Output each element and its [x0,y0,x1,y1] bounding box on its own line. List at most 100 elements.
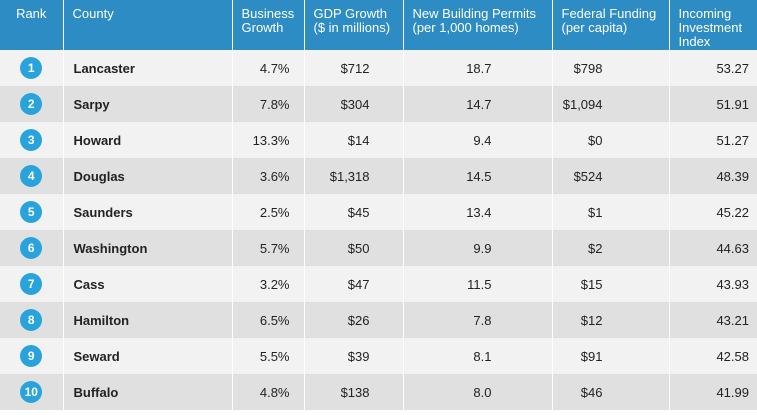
business-growth-cell: 5.5% [232,338,305,374]
federal-funding-cell: $0 [552,122,670,158]
federal-funding-cell: $2 [552,230,670,266]
business-growth-cell: 3.2% [232,266,305,302]
federal-funding-cell: $798 [552,50,670,86]
building-permits-cell: 9.9 [403,230,553,266]
investment-index-cell: 45.22 [669,194,757,230]
column-header-federal-funding: Federal Funding (per capita) [552,0,670,50]
building-permits-cell: 18.7 [403,50,553,86]
table-row: 6 Washington 5.7% $50 9.9 $2 44.63 [0,230,757,266]
federal-funding-cell: $46 [552,374,670,410]
federal-funding-cell: $524 [552,158,670,194]
table-row: 5 Saunders 2.5% $45 13.4 $1 45.22 [0,194,757,230]
rank-cell: 10 [0,374,64,410]
table-row: 3 Howard 13.3% $14 9.4 $0 51.27 [0,122,757,158]
column-header-business-growth: Business Growth [232,0,305,50]
rank-cell: 6 [0,230,64,266]
county-cell: Lancaster [63,50,233,86]
building-permits-cell: 13.4 [403,194,553,230]
table-header-row: Rank County Business Growth GDP Growth ($ … [0,0,757,50]
header-line: (per 1,000 homes) [412,20,519,35]
business-growth-cell: 13.3% [232,122,305,158]
federal-funding-cell: $1 [552,194,670,230]
county-cell: Buffalo [63,374,233,410]
county-cell: Howard [63,122,233,158]
table-row: 8 Hamilton 6.5% $26 7.8 $12 43.21 [0,302,757,338]
column-header-rank: Rank [0,0,64,50]
federal-funding-cell: $91 [552,338,670,374]
investment-index-cell: 42.58 [669,338,757,374]
table-row: 10 Buffalo 4.8% $138 8.0 $46 41.99 [0,374,757,410]
building-permits-cell: 11.5 [403,266,553,302]
rank-cell: 7 [0,266,64,302]
investment-index-cell: 48.39 [669,158,757,194]
county-cell: Hamilton [63,302,233,338]
rank-badge: 8 [20,309,43,331]
rank-badge: 2 [20,93,43,115]
business-growth-cell: 6.5% [232,302,305,338]
gdp-growth-cell: $1,318 [304,158,404,194]
building-permits-cell: 9.4 [403,122,553,158]
investment-index-cell: 44.63 [669,230,757,266]
header-line: GDP Growth [313,6,387,21]
rank-badge: 6 [20,237,43,259]
table-row: 9 Seward 5.5% $39 8.1 $91 42.58 [0,338,757,374]
column-header-building-permits: New Building Permits (per 1,000 homes) [403,0,553,50]
gdp-growth-cell: $39 [304,338,404,374]
column-header-gdp-growth: GDP Growth ($ in millions) [304,0,404,50]
table-row: 2 Sarpy 7.8% $304 14.7 $1,094 51.91 [0,86,757,122]
gdp-growth-cell: $26 [304,302,404,338]
business-growth-cell: 3.6% [232,158,305,194]
header-line: New Building Permits [412,6,537,21]
table-row: 1 Lancaster 4.7% $712 18.7 $798 53.27 [0,50,757,86]
header-line: ($ in millions) [313,20,391,35]
investment-index-cell: 41.99 [669,374,757,410]
federal-funding-cell: $1,094 [552,86,670,122]
gdp-growth-cell: $14 [304,122,404,158]
header-line: Incoming [678,6,732,21]
column-header-county: County [63,0,233,50]
investment-index-cell: 53.27 [669,50,757,86]
gdp-growth-cell: $712 [304,50,404,86]
header-line: Growth [241,20,284,35]
building-permits-cell: 8.1 [403,338,553,374]
county-cell: Seward [63,338,233,374]
header-line: Business [241,6,295,21]
county-cell: Sarpy [63,86,233,122]
header-line: (per capita) [561,20,628,35]
county-cell: Washington [63,230,233,266]
building-permits-cell: 14.5 [403,158,553,194]
gdp-growth-cell: $50 [304,230,404,266]
investment-index-cell: 51.27 [669,122,757,158]
table-body: 1 Lancaster 4.7% $712 18.7 $798 53.27 2 Sarpy 7.8… [0,50,757,410]
rank-badge: 9 [20,345,43,367]
county-cell: Douglas [63,158,233,194]
investment-index-cell: 43.21 [669,302,757,338]
rank-cell: 1 [0,50,64,86]
rank-cell: 4 [0,158,64,194]
gdp-growth-cell: $138 [304,374,404,410]
building-permits-cell: 7.8 [403,302,553,338]
header-line: Investment [678,20,743,35]
gdp-growth-cell: $45 [304,194,404,230]
rank-badge: 10 [20,381,43,403]
table-row: 7 Cass 3.2% $47 11.5 $15 43.93 [0,266,757,302]
rank-badge: 3 [20,129,43,151]
column-header-investment-index: Incoming Investment Index [669,0,757,50]
rank-cell: 3 [0,122,64,158]
business-growth-cell: 7.8% [232,86,305,122]
federal-funding-cell: $15 [552,266,670,302]
federal-funding-cell: $12 [552,302,670,338]
rank-badge: 1 [20,57,43,79]
investment-index-cell: 43.93 [669,266,757,302]
rank-cell: 2 [0,86,64,122]
rank-cell: 9 [0,338,64,374]
business-growth-cell: 4.8% [232,374,305,410]
county-cell: Cass [63,266,233,302]
rank-badge: 4 [20,165,43,187]
rank-badge: 7 [20,273,43,295]
table-row: 4 Douglas 3.6% $1,318 14.5 $524 48.39 [0,158,757,194]
business-growth-cell: 5.7% [232,230,305,266]
gdp-growth-cell: $47 [304,266,404,302]
rank-cell: 5 [0,194,64,230]
